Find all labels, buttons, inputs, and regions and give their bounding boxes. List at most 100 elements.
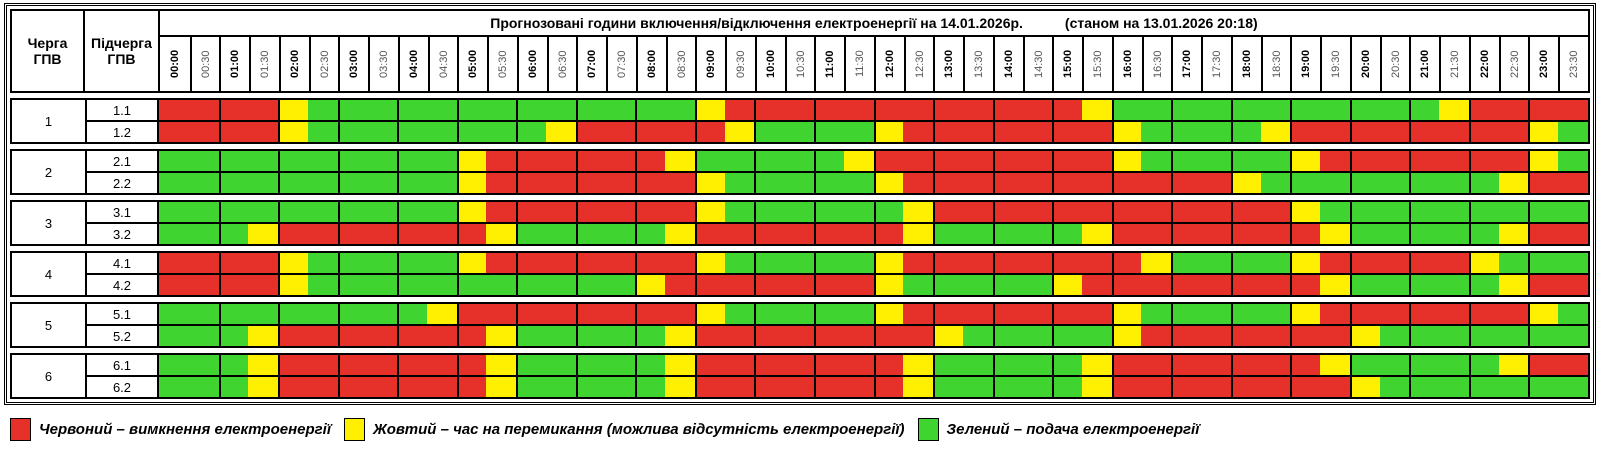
queue-block-2: 2 2.1 2.2 (10, 149, 1590, 195)
slot-3.2-10:30 (784, 224, 814, 244)
slot-1.2-01:00 (218, 122, 249, 142)
slot-5.2-18:00 (1230, 326, 1261, 346)
slot-3.1-05:30 (486, 202, 517, 222)
slot-2.2-20:30 (1379, 173, 1410, 193)
time-label-00:00: 00:00 (168, 49, 181, 79)
slot-4.1-20:30 (1379, 253, 1410, 273)
time-label-12:00: 12:00 (873, 37, 904, 91)
slot-1.1-10:30 (784, 100, 814, 120)
slot-2.1-13:30 (962, 151, 993, 171)
time-label-21:00: 21:00 (1409, 37, 1439, 91)
slot-3.2-14:00 (992, 224, 1023, 244)
slot-4.1-16:30 (1141, 253, 1172, 273)
slot-1.1-06:30 (546, 100, 576, 120)
subqueue-label: 4.1 (87, 253, 157, 275)
slot-4.2-23:30 (1558, 275, 1588, 295)
time-label-20:30: 20:30 (1379, 37, 1410, 91)
slot-3.1-12:00 (873, 202, 904, 222)
slot-5.2-09:00 (694, 326, 725, 346)
slot-1.1-02:00 (278, 100, 308, 120)
slot-2.2-11:00 (813, 173, 844, 193)
time-label-10:00: 10:00 (754, 37, 785, 91)
slot-3.2-04:00 (397, 224, 427, 244)
slot-1.2-19:30 (1320, 122, 1350, 142)
slot-4.1-11:30 (843, 253, 874, 273)
time-label-03:00: 03:00 (338, 37, 368, 91)
slot-2.1-05:30 (486, 151, 517, 171)
slot-1.1-11:00 (813, 100, 844, 120)
slot-1.2-08:30 (665, 122, 695, 142)
slot-4.2-20:00 (1349, 275, 1380, 295)
slot-1.2-10:00 (754, 122, 785, 142)
slot-1.2-11:00 (813, 122, 844, 142)
slot-3.1-23:00 (1528, 202, 1559, 222)
slot-4.2-04:30 (426, 275, 457, 295)
slot-4.2-15:30 (1081, 275, 1112, 295)
slot-5.1-03:00 (337, 304, 368, 324)
slot-2.2-10:00 (754, 173, 785, 193)
time-label-11:30: 11:30 (844, 37, 874, 91)
slot-3.2-13:30 (962, 224, 993, 244)
slot-3.2-00:30 (188, 224, 219, 244)
status-timestamp: (станом на 13.01.2026 20:18) (1064, 15, 1258, 31)
slot-5.2-12:00 (873, 326, 904, 346)
slot-2.2-22:00 (1468, 173, 1499, 193)
slot-2.2-17:30 (1200, 173, 1231, 193)
slot-5.2-10:30 (784, 326, 814, 346)
slot-3.2-02:00 (278, 224, 308, 244)
slot-1.1-08:30 (665, 100, 695, 120)
slot-2.1-09:30 (724, 151, 755, 171)
slot-5.1-06:00 (516, 304, 547, 324)
slot-4.2-19:00 (1290, 275, 1321, 295)
slot-6.2-13:00 (933, 377, 963, 397)
slot-4.2-17:00 (1171, 275, 1201, 295)
slot-4.1-00:30 (188, 253, 219, 273)
slot-1.1-02:30 (307, 100, 338, 120)
slot-1.2-13:00 (933, 122, 963, 142)
slot-3.1-01:30 (248, 202, 279, 222)
slot-5.2-05:00 (456, 326, 487, 346)
slot-6.2-07:00 (575, 377, 606, 397)
slot-4.1-00:00 (159, 253, 189, 273)
slot-2.2-10:30 (784, 173, 814, 193)
slot-4.1-18:00 (1230, 253, 1261, 273)
slot-4.2-14:00 (992, 275, 1023, 295)
slot-3.1-04:30 (426, 202, 457, 222)
slot-6.2-10:30 (784, 377, 814, 397)
slot-2.2-07:30 (605, 173, 636, 193)
slot-2.1-06:00 (516, 151, 547, 171)
slot-5.2-20:30 (1379, 326, 1410, 346)
schedule-row-6.1 (159, 355, 1588, 377)
slot-5.1-01:30 (248, 304, 279, 324)
slot-2.1-12:00 (873, 151, 904, 171)
slot-6.1-01:30 (248, 355, 279, 375)
slot-6.1-20:30 (1379, 355, 1410, 375)
slot-3.1-10:30 (784, 202, 814, 222)
slot-3.1-13:00 (933, 202, 963, 222)
slot-1.2-06:00 (516, 122, 547, 142)
slot-4.2-06:30 (546, 275, 576, 295)
time-label-19:00: 19:00 (1290, 37, 1320, 91)
slot-2.2-14:30 (1022, 173, 1053, 193)
slot-2.2-13:00 (933, 173, 963, 193)
slot-2.1-07:00 (575, 151, 606, 171)
slot-4.1-22:30 (1498, 253, 1529, 273)
slot-1.2-22:30 (1498, 122, 1529, 142)
slot-6.2-23:00 (1528, 377, 1559, 397)
slot-2.2-00:30 (188, 173, 219, 193)
time-label-01:30: 01:30 (249, 37, 279, 91)
slot-3.1-00:00 (159, 202, 189, 222)
slot-1.1-07:00 (575, 100, 606, 120)
slot-6.2-12:30 (903, 377, 934, 397)
slot-6.2-08:30 (665, 377, 695, 397)
slot-1.1-13:00 (933, 100, 963, 120)
slot-4.1-17:30 (1200, 253, 1231, 273)
slot-3.2-21:00 (1409, 224, 1440, 244)
slot-3.1-07:00 (575, 202, 606, 222)
slot-4.2-23:00 (1528, 275, 1559, 295)
schedule-row-4.2 (159, 275, 1588, 295)
slot-4.2-13:00 (933, 275, 963, 295)
slot-5.2-01:30 (248, 326, 279, 346)
table-title-bar: Прогнозовані години включення/відключенн… (159, 11, 1588, 37)
slot-2.2-08:30 (665, 173, 695, 193)
